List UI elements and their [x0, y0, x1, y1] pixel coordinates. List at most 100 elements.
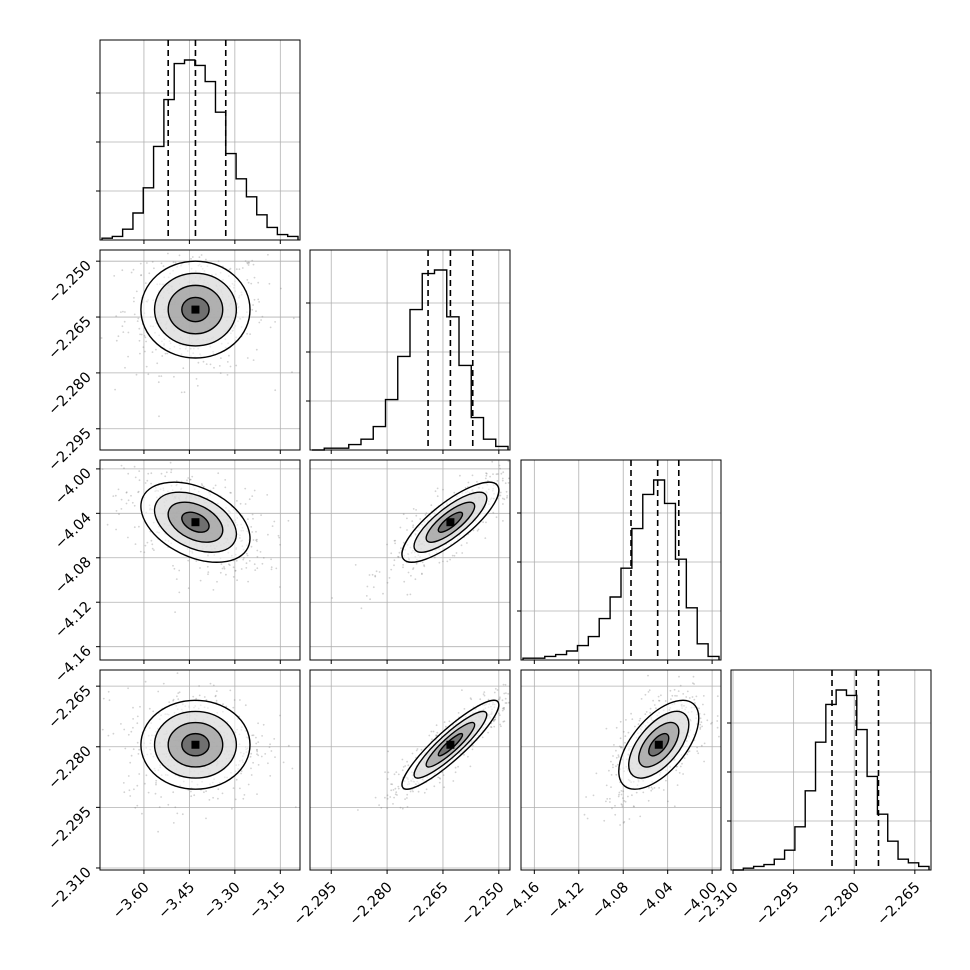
scatter-point [667, 800, 669, 803]
scatter-point [499, 491, 502, 494]
scatter-point [494, 718, 496, 721]
scatter-point [137, 491, 140, 494]
y-tick-label: −4.08 [52, 554, 95, 597]
scatter-point [268, 746, 271, 749]
y-tick-label: −2.280 [46, 369, 95, 418]
scatter-point [669, 689, 672, 692]
scatter-point [173, 567, 176, 570]
scatter-point [229, 689, 232, 692]
y-tick-label: −4.04 [52, 510, 95, 553]
scatter-point [700, 721, 703, 724]
scatter-point [411, 752, 414, 755]
scatter-point [457, 765, 459, 768]
scatter-point [436, 487, 439, 490]
tick-labels-layer: −3.60 −3.45 −3.30 −3.15 −2.295 −2.280 −2.265 −2… [46, 258, 924, 929]
scatter-point [147, 373, 150, 376]
scatter-point [152, 710, 155, 713]
scatter-point [245, 552, 248, 555]
scatter-point [505, 692, 507, 694]
scatter-point [685, 696, 688, 698]
scatter-point [113, 275, 116, 277]
scatter-point [232, 576, 235, 578]
scatter-point [198, 694, 201, 697]
scatter-point [505, 702, 508, 704]
scatter-point [127, 355, 129, 358]
scatter-point [246, 554, 249, 557]
scatter-point [505, 490, 508, 493]
scatter-point [135, 290, 138, 293]
scatter-point [675, 765, 678, 768]
scatter-point [175, 578, 178, 580]
scatter-point [620, 745, 622, 748]
scatter-point [472, 529, 475, 532]
scatter-point [622, 790, 625, 793]
scatter-point [137, 317, 140, 320]
scatter-point [143, 551, 146, 554]
scatter-point [369, 598, 371, 601]
scatter-point [178, 569, 181, 572]
scatter-point [144, 782, 146, 785]
scatter-point [397, 556, 400, 558]
scatter-point [489, 475, 491, 478]
x-tick-label: −3.45 [155, 880, 198, 923]
scatter-point [615, 726, 618, 729]
scatter-point [157, 381, 160, 384]
scatter-point [123, 791, 126, 794]
scatter-point [269, 743, 271, 746]
scatter-point [647, 674, 649, 677]
scatter-point [443, 721, 446, 723]
scatter-point [121, 325, 124, 328]
scatter-point [154, 792, 157, 795]
scatter-point [499, 696, 501, 699]
scatter-point [177, 692, 180, 694]
scatter-point [108, 748, 111, 751]
scatter-point [251, 734, 254, 737]
scatter-point [457, 712, 460, 714]
scatter-point [399, 806, 402, 809]
scatter-point [397, 785, 400, 788]
scatter-point [280, 287, 282, 290]
scatter-point [469, 765, 472, 768]
scatter-point [239, 699, 241, 701]
scatter-point [144, 680, 147, 683]
scatter-point [409, 790, 412, 793]
scatter-point [107, 734, 110, 737]
scatter-point [390, 552, 393, 555]
scatter-point [387, 771, 390, 774]
scatter-point [214, 484, 217, 487]
scatter-point [146, 479, 149, 482]
scatter-point [252, 359, 255, 361]
histogram-bars [101, 59, 299, 240]
scatter-point [700, 744, 703, 747]
scatter-point [228, 268, 231, 271]
scatter-point [716, 720, 719, 722]
scatter-point [693, 698, 696, 701]
scatter-point [627, 731, 630, 734]
x-tick-label: −3.60 [110, 880, 153, 923]
scatter-point [212, 589, 215, 591]
scatter-point [250, 526, 253, 528]
scatter-point [503, 707, 505, 709]
scatter-point [232, 787, 235, 789]
scatter-point [502, 683, 505, 686]
scatter-point [234, 569, 237, 572]
scatter-point [502, 520, 504, 522]
scatter-point [453, 554, 456, 557]
scatter-point [239, 502, 242, 505]
scatter-point [365, 595, 368, 597]
scatter-point [140, 333, 143, 336]
scatter-point [409, 593, 412, 596]
scatter-point [176, 695, 178, 698]
scatter-point [114, 494, 117, 497]
scatter-point [703, 713, 706, 716]
scatter-point [664, 700, 667, 702]
scatter-point [386, 807, 389, 809]
scatter-point [262, 557, 265, 559]
scatter-point [417, 790, 420, 793]
scatter-point [694, 702, 696, 704]
scatter-point [673, 805, 676, 808]
scatter-point [120, 311, 122, 313]
scatter-point [675, 765, 678, 768]
scatter-point [716, 726, 719, 729]
scatter-point [677, 690, 680, 692]
